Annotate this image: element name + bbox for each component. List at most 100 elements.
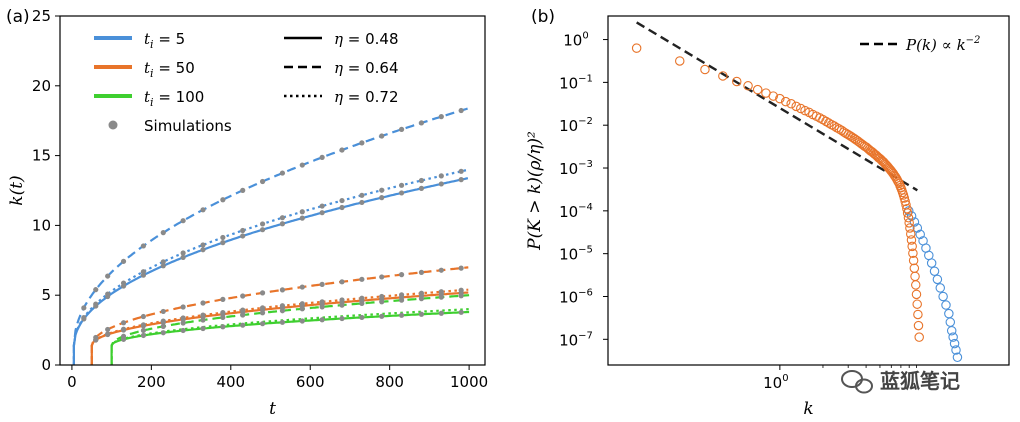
- y-tick-label-2: 10: [32, 216, 51, 234]
- orange-point-76: [902, 203, 912, 214]
- orange-point-5: [743, 81, 753, 91]
- x-tick-label-3: 600: [296, 373, 325, 391]
- orange-point-4: [731, 76, 742, 87]
- simulation-point-4-18: [418, 269, 425, 275]
- tick-base: 10: [559, 246, 578, 264]
- legend-dot-3: [108, 120, 118, 130]
- simulation-point-4-2: [105, 326, 111, 333]
- simulation-point-2-15: [359, 192, 365, 198]
- blue-point-10: [932, 274, 943, 285]
- tick-exp: 0: [582, 31, 588, 42]
- blue-point-13: [941, 300, 951, 310]
- x-tick-label-2: 400: [216, 373, 245, 391]
- simulation-point-0-12: [299, 215, 305, 221]
- orange-point-36: [856, 138, 866, 149]
- orange-point-11: [786, 99, 796, 109]
- blue-point-7: [924, 250, 934, 261]
- y-tick-label-b-4: 10−4: [559, 202, 593, 221]
- orange-point-74: [900, 196, 910, 207]
- simulation-point-2-20: [458, 168, 464, 174]
- orange-point-81: [906, 229, 916, 239]
- simulation-point-2-19: [438, 173, 444, 179]
- simulation-point-4-9: [240, 293, 246, 299]
- simulation-point-5-1: [93, 337, 99, 343]
- simulation-point-6-18: [418, 311, 425, 317]
- orange-point-79: [904, 218, 914, 228]
- simulation-point-2-8: [220, 234, 226, 241]
- simulation-point-7-13: [319, 304, 325, 310]
- simulation-point-1-9: [240, 187, 246, 193]
- simulation-point-6-6: [180, 327, 186, 334]
- simulation-point-7-15: [359, 300, 365, 307]
- simulation-point-5-11: [279, 303, 286, 309]
- orange-point-37: [858, 140, 868, 150]
- wechat-icon: [841, 370, 873, 394]
- blue-point-15: [945, 317, 956, 327]
- tick-base: 10: [563, 32, 582, 50]
- orange-point-73: [899, 193, 910, 203]
- simulation-point-1-2: [105, 273, 111, 279]
- simulation-point-4-7: [200, 300, 206, 306]
- tick-base: 10: [763, 374, 782, 392]
- tick-base: 10: [559, 331, 578, 349]
- simulation-point-2-18: [418, 177, 425, 184]
- simulation-point-7-17: [398, 297, 405, 303]
- legend-style-label-1: η = 0.64: [334, 59, 399, 77]
- simulation-point-0-13: [319, 210, 325, 216]
- simulation-point-5-6: [180, 315, 186, 321]
- orange-point-9: [775, 93, 785, 104]
- x-axis-label-a: t: [269, 399, 276, 419]
- simulation-point-6-15: [359, 314, 365, 321]
- blue-point-17: [948, 332, 958, 342]
- blue-point-19: [951, 345, 961, 355]
- y-tick-label-0: 0: [41, 356, 51, 374]
- simulation-point-2-7: [200, 242, 206, 248]
- series-line-7: [110, 294, 470, 365]
- orange-point-85: [908, 255, 919, 266]
- simulation-point-5-9: [240, 307, 246, 313]
- simulation-point-5-2: [105, 331, 111, 337]
- simulation-point-1-8: [220, 197, 226, 203]
- legend-label-sub: i: [150, 38, 154, 51]
- simulation-point-4-6: [180, 304, 186, 310]
- legend-style-symbol: η: [334, 30, 343, 48]
- simulation-point-4-17: [398, 272, 405, 278]
- simulation-point-1-17: [398, 126, 405, 132]
- blue-point-18: [949, 338, 960, 349]
- simulation-point-1-12: [299, 162, 305, 168]
- simulation-point-5-14: [339, 297, 345, 303]
- simulation-point-1-16: [379, 133, 385, 139]
- simulation-point-1-11: [279, 170, 286, 176]
- orange-point-87: [910, 271, 920, 282]
- simulation-point-4-15: [359, 276, 365, 282]
- simulation-point-4-16: [379, 274, 385, 280]
- legend-label-value: = 50: [154, 59, 195, 77]
- y-tick-label-b-7: 10−7: [559, 330, 593, 349]
- simulation-point-4-13: [319, 281, 325, 287]
- simulation-point-5-3: [120, 326, 127, 332]
- orange-point-90: [912, 299, 922, 309]
- tick-exp: −3: [578, 159, 593, 170]
- simulation-point-2-16: [379, 187, 385, 193]
- simulation-point-0-9: [240, 233, 246, 239]
- blue-point-8: [926, 258, 937, 268]
- y-tick-label-b-2: 10−2: [559, 116, 593, 135]
- blue-point-20: [952, 352, 963, 363]
- x-tick-label-5: 1000: [450, 373, 488, 391]
- plot-frame-b: [607, 15, 1010, 366]
- orange-point-78: [903, 212, 914, 223]
- simulation-point-4-10: [259, 290, 266, 296]
- legend-style-symbol: η: [334, 59, 343, 77]
- tick-base: 10: [559, 288, 578, 306]
- orange-point-80: [905, 223, 915, 233]
- simulation-point-0-5: [160, 263, 166, 269]
- simulation-point-1-14: [339, 147, 345, 153]
- orange-point-83: [907, 241, 917, 252]
- y-tick-label-4: 20: [32, 77, 51, 95]
- y-tick-label-5: 25: [32, 7, 51, 25]
- legend-label-value: = 100: [154, 88, 205, 106]
- simulation-point-0-20: [458, 177, 464, 183]
- y-tick-label-b-6: 10−6: [559, 287, 593, 306]
- simulation-point-4-4: [140, 313, 147, 320]
- tick-exp: −7: [578, 330, 593, 341]
